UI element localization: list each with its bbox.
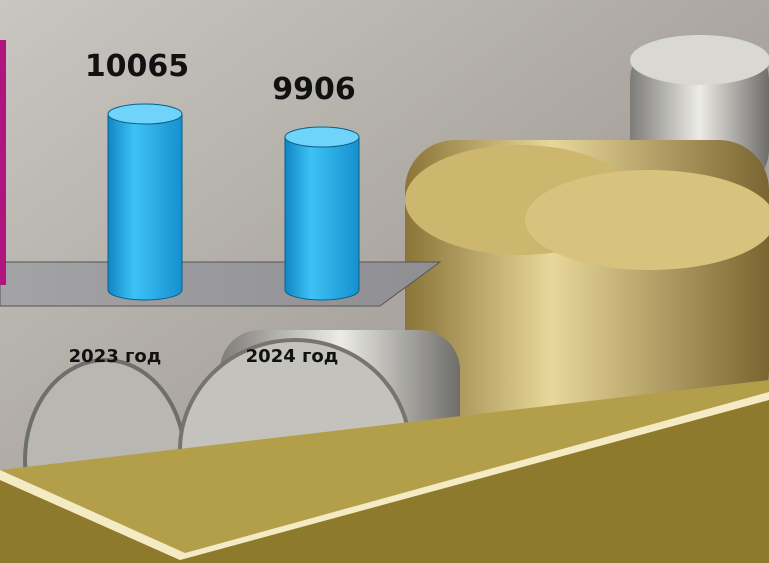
value-label: 9906	[272, 72, 356, 107]
category-label: 2023 год	[69, 346, 162, 367]
bar	[107, 113, 183, 301]
value-label: 10065	[85, 49, 189, 84]
bar-top	[107, 103, 183, 125]
chart: 10065 2023 год 9906 2024 год	[69, 49, 360, 367]
category-label: 2024 год	[246, 346, 339, 367]
chart-floor	[0, 261, 442, 307]
partial-bar	[0, 40, 6, 285]
bar	[284, 136, 360, 301]
bar-top	[284, 126, 360, 148]
coins-photo	[0, 35, 769, 563]
